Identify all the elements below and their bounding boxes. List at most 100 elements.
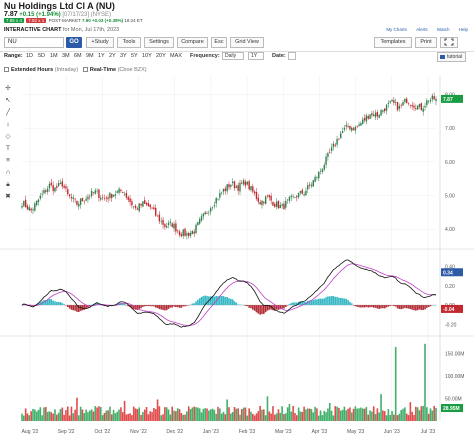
date-tick-label: May '23: [347, 429, 365, 435]
lock-icon[interactable]: 🔒︎: [6, 181, 10, 188]
macd-histogram-bar: [284, 305, 287, 307]
range-9m[interactable]: 9M: [86, 53, 94, 59]
volume-bar: [292, 405, 294, 421]
macd-histogram-bar: [202, 296, 205, 306]
macd-histogram-bar: [361, 305, 364, 308]
interval-select[interactable]: 1Y: [248, 52, 264, 60]
candle-body: [30, 208, 32, 211]
candle-body: [319, 170, 322, 172]
frequency-select[interactable]: Daily: [222, 52, 244, 60]
macd-histogram-bar: [325, 297, 327, 306]
volume-value-tag: 28.95M: [443, 406, 460, 412]
candle-body: [422, 108, 424, 112]
magnet-icon[interactable]: ∩: [5, 169, 11, 176]
macd-histogram-bar: [250, 305, 252, 309]
volume-bar: [209, 409, 212, 421]
volume-bar: [416, 407, 419, 421]
candle-body: [429, 99, 432, 102]
macd-histogram-bar: [209, 296, 212, 306]
range-max[interactable]: MAX: [170, 53, 182, 59]
data-options: Extended Hours (Intraday) Real-Time (Cbo…: [4, 67, 147, 73]
volume-bar: [242, 407, 245, 421]
volume-bar: [382, 410, 384, 421]
candle-body: [144, 200, 146, 204]
volume-bar: [328, 403, 331, 421]
study-button[interactable]: +Study: [86, 37, 114, 48]
help-link[interactable]: Help: [458, 27, 468, 32]
candle-body: [85, 198, 87, 201]
text-icon[interactable]: T: [6, 145, 10, 152]
range-5d[interactable]: 5D: [38, 53, 46, 59]
volume-bar: [145, 406, 148, 421]
print-button[interactable]: Print: [415, 37, 437, 48]
volume-bar: [343, 406, 346, 421]
symbol-input[interactable]: NU: [4, 37, 64, 48]
extended-hours-checkbox[interactable]: [4, 67, 9, 72]
volume-bar: [317, 415, 320, 421]
candle-body: [32, 209, 34, 211]
candle-body: [330, 147, 333, 151]
real-time-checkbox[interactable]: [82, 67, 88, 72]
stock-chart[interactable]: 8.007.006.005.004.000.400.200.00-0.20150…: [0, 76, 474, 443]
expand-button[interactable]: [440, 37, 458, 48]
volume-bar: [28, 415, 31, 421]
volume-bar: [389, 414, 392, 421]
range-label: Range:: [4, 53, 23, 59]
range-10y[interactable]: 10Y: [142, 53, 152, 59]
volume-bar: [222, 411, 225, 421]
my-charts-link[interactable]: My Charts: [386, 27, 407, 32]
compare-button[interactable]: Compare: [177, 37, 208, 48]
volume-bar: [54, 409, 56, 421]
range-1m[interactable]: 1M: [50, 53, 58, 59]
macd-tick-label: -0.20: [445, 322, 457, 328]
candle-body: [404, 98, 406, 102]
volume-bar: [347, 408, 349, 421]
chart-date: for Mon, Jul 17th, 2023: [62, 27, 120, 33]
candle-body: [220, 192, 223, 194]
range-3y[interactable]: 3Y: [120, 53, 127, 59]
templates-button[interactable]: Templates: [374, 37, 412, 48]
grid-view-button[interactable]: Grid View: [230, 37, 264, 48]
volume-tick-label: 150.00M: [445, 352, 464, 358]
range-5y[interactable]: 5Y: [131, 53, 138, 59]
range-1y[interactable]: 1Y: [98, 53, 105, 59]
volume-bar: [224, 414, 227, 421]
candle-body: [402, 102, 404, 106]
pointer-icon[interactable]: ↖: [5, 97, 11, 104]
alerts-link[interactable]: Alerts: [416, 27, 428, 32]
macd-histogram-bar: [378, 305, 381, 309]
go-button[interactable]: GO: [66, 37, 82, 48]
volume-bar: [162, 414, 164, 421]
measure-icon[interactable]: ↕: [6, 121, 10, 128]
tutorial-button[interactable]: tutorial: [436, 52, 466, 62]
volume-bar: [257, 411, 260, 421]
candle-body: [433, 96, 435, 100]
esc-button[interactable]: Esc: [211, 37, 227, 48]
tools-button[interactable]: Tools: [117, 37, 141, 48]
settings-button[interactable]: Settings: [144, 37, 174, 48]
shapes-icon[interactable]: ◇: [5, 133, 11, 140]
fibonacci-icon[interactable]: ≡: [6, 157, 10, 164]
crosshair-icon[interactable]: ✢: [5, 85, 11, 92]
trash-icon[interactable]: ✖: [5, 193, 11, 200]
macd-histogram-bar: [147, 305, 150, 307]
range-2y[interactable]: 2Y: [109, 53, 116, 59]
macd-histogram-bar: [255, 305, 258, 313]
volume-bar: [167, 409, 170, 421]
volume-bar: [165, 407, 168, 421]
range-6m[interactable]: 6M: [74, 53, 82, 59]
range-1d[interactable]: 1D: [26, 53, 34, 59]
macd-histogram-bar: [314, 299, 316, 306]
range-20y[interactable]: 20Y: [156, 53, 166, 59]
macd-histogram-bar: [165, 305, 168, 311]
date-picker[interactable]: [288, 52, 296, 60]
watch-link[interactable]: Watch: [436, 27, 450, 32]
macd-histogram-bar: [224, 297, 227, 306]
volume-bar: [83, 413, 86, 421]
volume-bar: [426, 407, 428, 421]
candle-body: [415, 108, 417, 110]
candle-body: [297, 192, 300, 198]
trendline-icon[interactable]: ╱: [6, 109, 10, 116]
range-3m[interactable]: 3M: [62, 53, 70, 59]
volume-bar: [387, 409, 390, 421]
